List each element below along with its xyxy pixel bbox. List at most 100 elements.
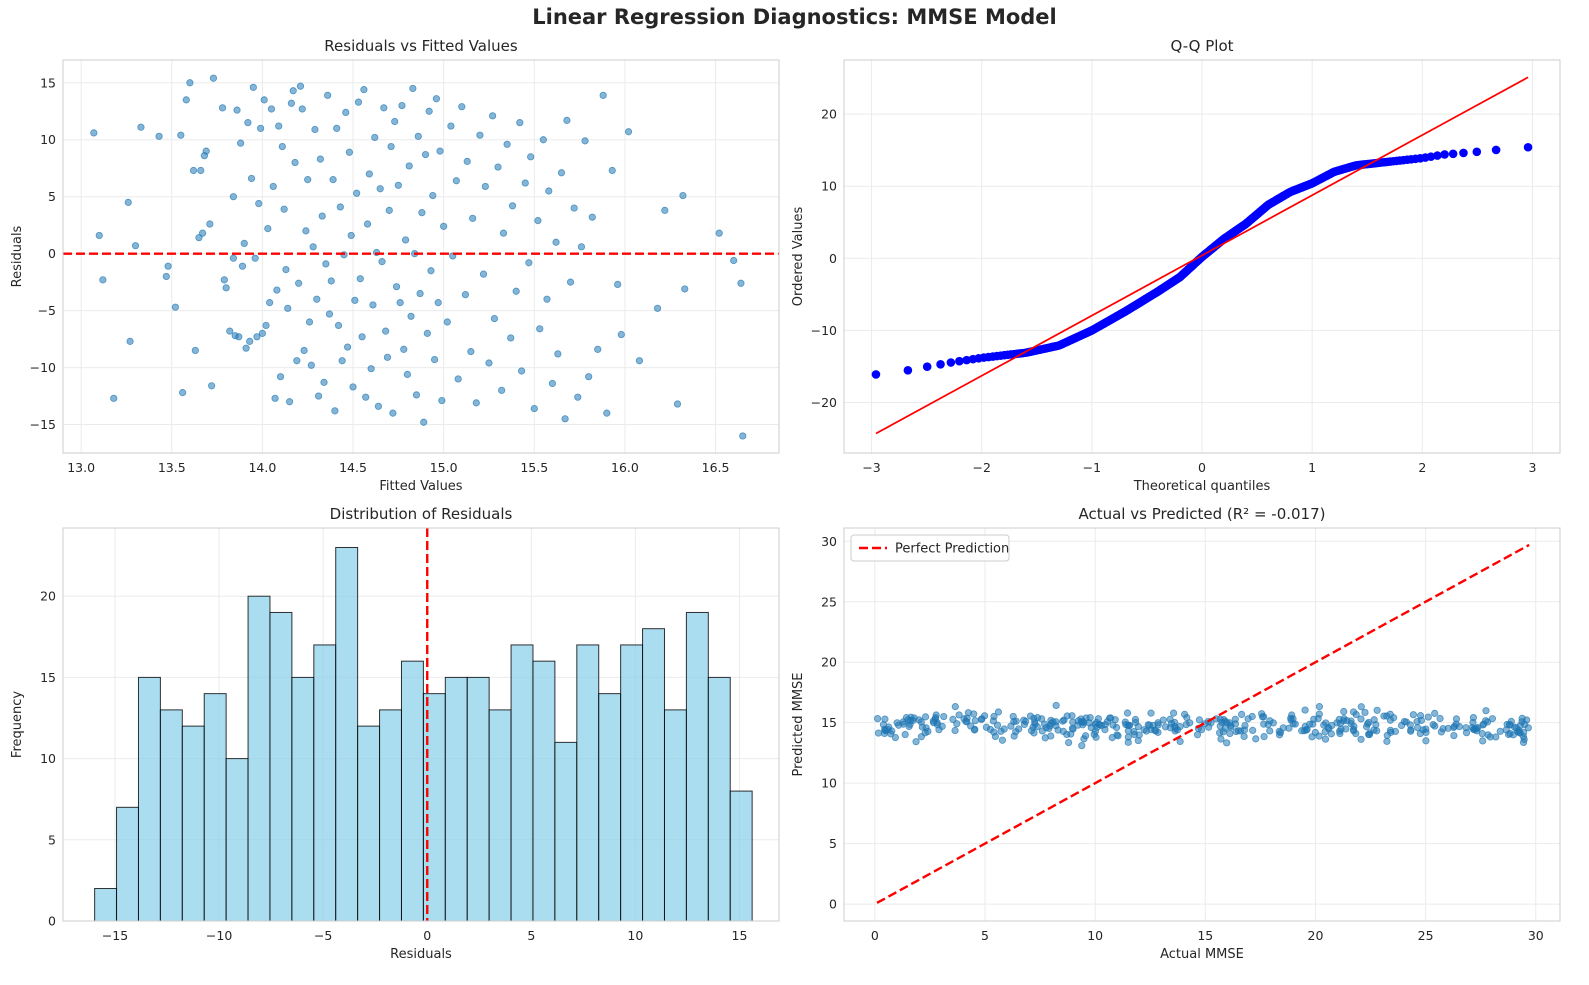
residual-point: [322, 260, 330, 268]
residual-point: [543, 295, 551, 303]
prediction-point: [1422, 737, 1430, 745]
histogram-bar: [291, 676, 315, 922]
x-tick-label: 20: [1308, 928, 1324, 943]
panel-actual_vs_predicted: 0 5 10 15 20 25 30 0 5 10 15 20 25 30 Actual vs Predic…: [791, 505, 1561, 962]
residual-point: [380, 104, 388, 112]
prediction-point: [1361, 708, 1369, 717]
prediction-point: [1417, 716, 1426, 724]
residual-point: [527, 153, 535, 161]
prediction-point: [1022, 717, 1030, 726]
residual-point: [305, 318, 314, 326]
residual-point: [309, 243, 317, 251]
prediction-point: [998, 736, 1007, 744]
panel-title: Distribution of Residuals: [330, 505, 513, 523]
residual-point: [325, 310, 334, 318]
qq-point: [962, 355, 971, 365]
residual-point: [258, 329, 266, 337]
prediction-point: [1357, 735, 1365, 743]
residual-point: [171, 303, 179, 311]
residual-point: [617, 330, 625, 339]
x-tick-label: −10: [206, 928, 232, 943]
prediction-point: [902, 713, 911, 722]
residual-point: [398, 101, 406, 110]
panel-residuals_vs_fitted: 13.0 13.5 14.0 14.5 15.0 15.5 16.0 16.5 −15 −10 −5…: [10, 37, 780, 494]
prediction-point: [1101, 726, 1109, 734]
residual-point: [405, 162, 413, 170]
prediction-point: [918, 723, 926, 731]
prediction-point: [970, 726, 979, 734]
y-tick-label: 10: [40, 751, 56, 766]
prediction-point: [1321, 728, 1329, 736]
prediction-point: [1248, 712, 1256, 721]
prediction-point: [1350, 722, 1358, 730]
figure-title: Linear Regression Diagnostics: MMSE Mode…: [532, 5, 1057, 29]
residual-point: [164, 262, 172, 270]
histogram-bar: [554, 741, 578, 922]
residual-point: [345, 148, 353, 156]
prediction-point: [1321, 735, 1330, 743]
axes-frame: [62, 59, 780, 454]
residual-point: [365, 170, 373, 178]
residual-point: [378, 258, 386, 266]
residual-point: [389, 409, 397, 417]
prediction-point: [1383, 737, 1391, 745]
prediction-point: [994, 708, 1003, 716]
x-tick-label: 14.0: [248, 460, 276, 475]
prediction-point: [1144, 721, 1152, 729]
y-tick-label: 0: [829, 897, 837, 912]
histogram-bar: [379, 709, 402, 922]
prediction-point: [1103, 718, 1111, 726]
prediction-point: [1335, 715, 1343, 724]
prediction-point: [1109, 721, 1117, 729]
residual-point: [383, 353, 392, 361]
histogram-bar: [532, 660, 556, 922]
prediction-point: [1308, 733, 1316, 741]
residual-point: [494, 163, 502, 171]
residual-point: [247, 174, 256, 183]
legend-box: [850, 534, 1010, 562]
residual-point: [661, 206, 669, 214]
prediction-point: [1130, 730, 1138, 739]
residual-point: [673, 400, 682, 408]
prediction-point: [891, 733, 899, 742]
residual-point: [603, 409, 611, 417]
histogram-bar: [225, 758, 249, 922]
prediction-point: [1167, 719, 1176, 728]
residual-point: [443, 318, 451, 326]
residual-point: [681, 285, 689, 293]
residual-point: [476, 131, 484, 139]
prediction-point: [1065, 738, 1073, 747]
residual-point: [256, 124, 265, 132]
y-axis-label: Predicted MMSE: [791, 672, 806, 776]
residual-point: [177, 131, 185, 139]
prediction-point: [912, 738, 920, 746]
prediction-point: [1082, 714, 1090, 722]
prediction-point: [1252, 735, 1260, 743]
residual-point: [99, 276, 107, 284]
prediction-point: [1352, 710, 1360, 719]
prediction-point: [1279, 724, 1287, 732]
prediction-point: [1241, 721, 1249, 730]
x-tick-label: 14.5: [339, 460, 367, 475]
residual-point: [430, 355, 439, 364]
residual-point: [208, 382, 216, 390]
x-tick-label: 15: [1197, 928, 1213, 943]
prediction-point: [1479, 737, 1487, 745]
residual-point: [730, 256, 738, 265]
residual-point: [385, 206, 393, 214]
y-axis-label: Residuals: [10, 225, 25, 287]
residual-point: [307, 361, 315, 369]
prediction-point: [1386, 726, 1395, 734]
prediction-point: [1302, 726, 1310, 734]
prediction-point: [888, 727, 896, 735]
histogram-bar: [313, 644, 337, 922]
residual-point: [238, 262, 247, 270]
y-tick-label: −10: [30, 360, 56, 375]
residual-point: [273, 286, 281, 294]
x-tick-label: −5: [314, 928, 332, 943]
residual-point: [327, 277, 335, 285]
y-tick-label: 20: [821, 655, 837, 670]
residual-point: [249, 83, 257, 91]
prediction-point: [1169, 709, 1178, 717]
residual-point: [347, 231, 355, 240]
